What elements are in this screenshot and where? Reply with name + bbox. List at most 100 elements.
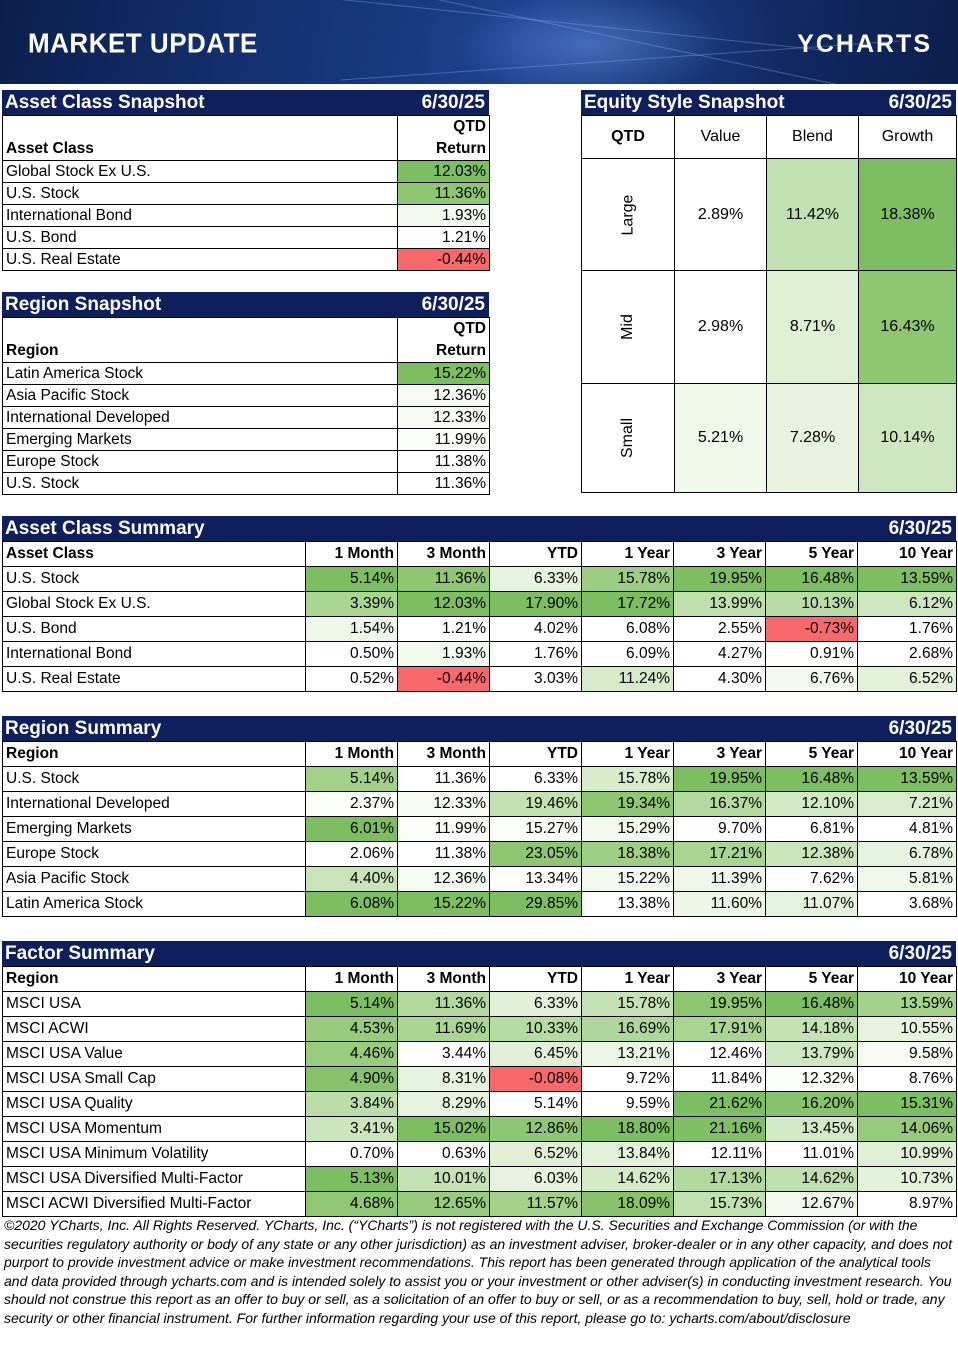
- table-row: MSCI ACWI Diversified Multi-Factor 4.68% 1…: [2, 1191, 957, 1217]
- factor-summary-head: Region 1 Month 3 Month YTD 1 Year 3 Year 5 Yea…: [2, 966, 957, 992]
- table-row: MSCI USA Small Cap 4.90% 8.31% -0.08% 9.72% 1…: [2, 1066, 957, 1092]
- section-date: 6/30/25: [888, 717, 952, 739]
- row-value: 0.70%: [305, 1141, 398, 1167]
- section-title: Region Summary: [5, 717, 162, 739]
- row-label: Emerging Markets: [2, 816, 306, 842]
- row-value: 13.79%: [765, 1041, 858, 1067]
- section-title: Asset Class Summary: [5, 517, 205, 539]
- table-row: U.S. Bond 1.54% 1.21% 4.02% 6.08% 2.55% -0.73%…: [2, 616, 957, 642]
- row-value: 11.38%: [397, 841, 490, 867]
- style-header-row: QTD Value Blend Growth: [581, 115, 957, 159]
- row-label: U.S. Real Estate: [2, 666, 306, 692]
- row-value: 16.37%: [673, 791, 766, 817]
- column-header: 5 Year: [765, 966, 858, 992]
- row-value: 6.33%: [489, 566, 582, 592]
- row-value: 11.01%: [765, 1141, 858, 1167]
- section-date: 6/30/25: [888, 517, 952, 539]
- row-value: 21.62%: [673, 1091, 766, 1117]
- row-value: 16.48%: [765, 991, 858, 1017]
- row-value: 15.22%: [397, 362, 490, 385]
- style-row: Mid 2.98% 8.71% 16.43%: [581, 270, 957, 384]
- banner-title: MARKET UPDATE: [28, 27, 258, 59]
- row-label: U.S. Real Estate: [2, 248, 398, 271]
- factor-summary: Factor Summary 6/30/25 Region 1 Month 3 Mo…: [2, 941, 957, 1217]
- row-value: 13.84%: [581, 1141, 674, 1167]
- section-title: Equity Style Snapshot: [584, 91, 785, 113]
- column-header: 3 Month: [397, 541, 490, 567]
- row-value: 3.44%: [397, 1041, 490, 1067]
- region-summary-table: Region 1 Month 3 Month YTD 1 Year 3 Year 5 Yea…: [2, 741, 957, 917]
- row-value: 15.78%: [581, 566, 674, 592]
- row-value: 12.38%: [765, 841, 858, 867]
- column-header-line: QTD: [453, 320, 486, 337]
- row-value: 13.38%: [581, 891, 674, 917]
- row-value: 4.68%: [305, 1191, 398, 1217]
- row-value: 9.59%: [581, 1091, 674, 1117]
- row-value: 15.78%: [581, 766, 674, 792]
- row-value: 10.55%: [857, 1016, 957, 1042]
- row-value: 16.69%: [581, 1016, 674, 1042]
- row-label: International Bond: [2, 204, 398, 227]
- table-row: U.S. Stock 11.36%: [2, 182, 490, 205]
- table-row: Asia Pacific Stock 12.36%: [2, 384, 490, 407]
- region-snapshot: Region Snapshot 6/30/25 Region QTD Return…: [2, 292, 490, 495]
- row-value: 0.63%: [397, 1141, 490, 1167]
- section-date: 6/30/25: [421, 91, 485, 113]
- style-cell: 2.89%: [674, 158, 767, 271]
- row-label: MSCI ACWI: [2, 1016, 306, 1042]
- table-row: International Bond 0.50% 1.93% 1.76% 6.09% 4.…: [2, 641, 957, 667]
- column-header: Region: [2, 317, 398, 363]
- row-value: 11.36%: [397, 566, 490, 592]
- row-value: 9.70%: [673, 816, 766, 842]
- row-value: 17.91%: [673, 1016, 766, 1042]
- table-header-row: Asset Class QTD Return: [2, 115, 490, 161]
- row-value: 4.27%: [673, 641, 766, 667]
- row-value: 23.05%: [489, 841, 582, 867]
- row-value: 11.36%: [397, 182, 490, 205]
- row-value: 18.09%: [581, 1191, 674, 1217]
- row-value: 11.07%: [765, 891, 858, 917]
- row-value: 16.48%: [765, 766, 858, 792]
- asset-class-summary-table: Asset Class 1 Month 3 Month YTD 1 Year 3 Year…: [2, 541, 957, 692]
- table-row: International Developed 2.37% 12.33% 19.46%…: [2, 791, 957, 817]
- row-value: 15.78%: [581, 991, 674, 1017]
- equity-style-snapshot-header: Equity Style Snapshot 6/30/25: [581, 90, 956, 115]
- banner-glow: [380, 0, 800, 84]
- column-header: 3 Year: [673, 741, 766, 767]
- table-row: Emerging Markets 11.99%: [2, 428, 490, 451]
- style-column-header: Blend: [766, 115, 859, 159]
- style-row: Large 2.89% 11.42% 18.38%: [581, 158, 957, 271]
- row-value: 10.99%: [857, 1141, 957, 1167]
- equity-style-snapshot: Equity Style Snapshot 6/30/25 QTD Value Bl…: [581, 90, 957, 493]
- table-row: Global Stock Ex U.S. 3.39% 12.03% 17.90% 17.…: [2, 591, 957, 617]
- style-row-label: Large: [581, 158, 675, 271]
- row-label: MSCI USA Small Cap: [2, 1066, 306, 1092]
- table-header-row: Region 1 Month 3 Month YTD 1 Year 3 Year 5 Yea…: [2, 741, 957, 767]
- row-value: 3.84%: [305, 1091, 398, 1117]
- row-value: 4.81%: [857, 816, 957, 842]
- factor-summary-table: Region 1 Month 3 Month YTD 1 Year 3 Year 5 Yea…: [2, 966, 957, 1217]
- row-value: 11.36%: [397, 766, 490, 792]
- region-summary-rows: U.S. Stock 5.14% 11.36% 6.33% 15.78% 19.95% 16…: [2, 766, 957, 917]
- row-value: 1.21%: [397, 616, 490, 642]
- row-value: 19.46%: [489, 791, 582, 817]
- table-row: MSCI ACWI 4.53% 11.69% 10.33% 16.69% 17.91% 14…: [2, 1016, 957, 1042]
- row-value: 13.21%: [581, 1041, 674, 1067]
- row-value: 5.14%: [305, 991, 398, 1017]
- table-row: U.S. Stock 11.36%: [2, 472, 490, 495]
- asset-class-snapshot-header: Asset Class Snapshot 6/30/25: [2, 90, 489, 115]
- style-cell: 5.21%: [674, 383, 767, 493]
- row-label: International Bond: [2, 641, 306, 667]
- row-value: 0.50%: [305, 641, 398, 667]
- column-header: 10 Year: [857, 966, 957, 992]
- banner: MARKET UPDATE YCHARTS: [0, 0, 958, 84]
- row-value: 29.85%: [489, 891, 582, 917]
- row-value: 0.52%: [305, 666, 398, 692]
- row-value: 10.33%: [489, 1016, 582, 1042]
- table-row: MSCI USA Value 4.46% 3.44% 6.45% 13.21% 12.46…: [2, 1041, 957, 1067]
- row-value: 15.31%: [857, 1091, 957, 1117]
- row-value: 6.81%: [765, 816, 858, 842]
- row-value: 15.73%: [673, 1191, 766, 1217]
- column-header: 5 Year: [765, 741, 858, 767]
- column-header: 1 Month: [305, 741, 398, 767]
